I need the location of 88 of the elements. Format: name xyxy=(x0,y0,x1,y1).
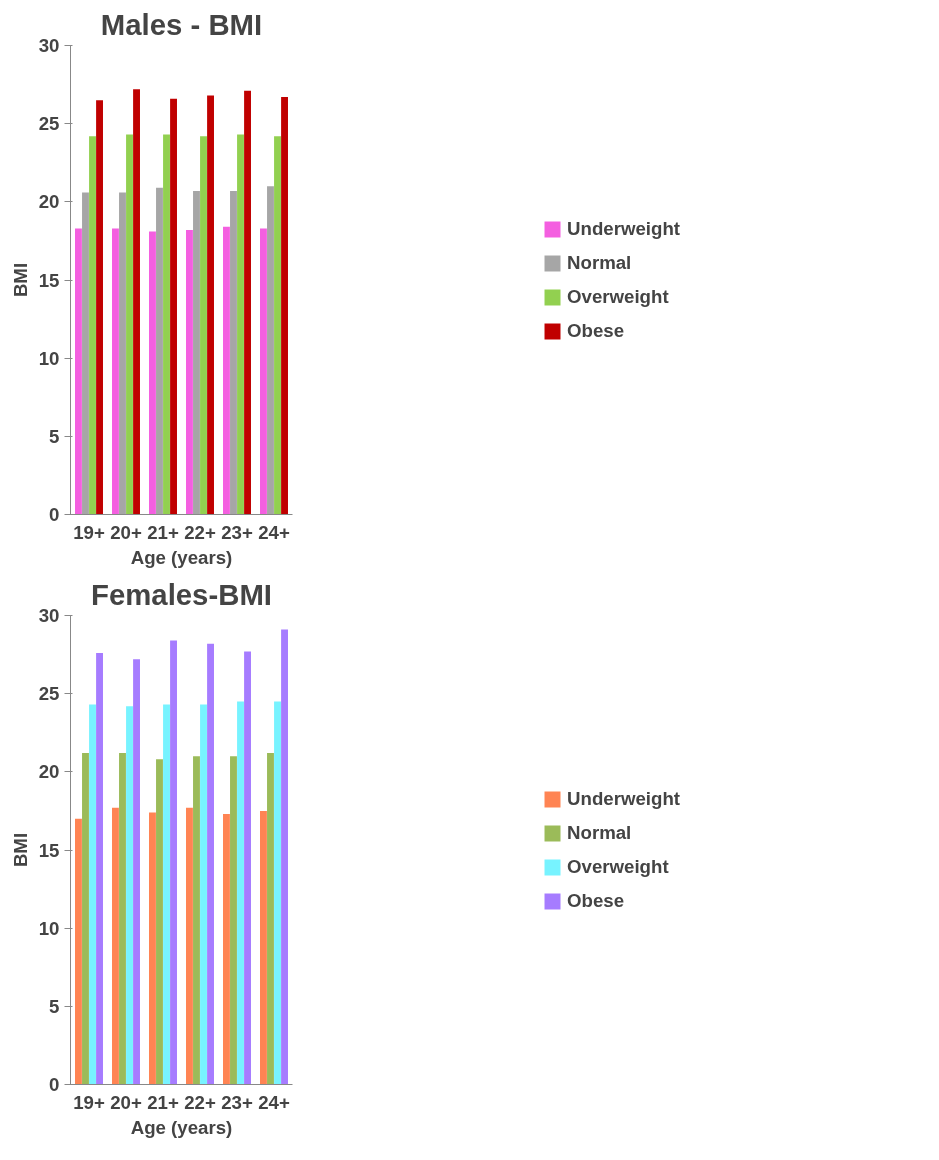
bar xyxy=(237,134,244,515)
bar xyxy=(75,818,82,1085)
bar xyxy=(193,190,200,515)
y-tick-label: 10 xyxy=(38,347,60,369)
y-tick-label: 0 xyxy=(49,504,60,525)
bar xyxy=(267,186,274,515)
y-tick-label: 30 xyxy=(38,605,60,626)
y-tick-label: 30 xyxy=(38,35,60,56)
bar xyxy=(260,810,267,1085)
x-tick-label: 20+ xyxy=(110,1091,142,1113)
bar xyxy=(119,192,126,515)
bar xyxy=(82,192,89,515)
bar xyxy=(267,753,274,1085)
bar xyxy=(186,229,193,515)
bar xyxy=(223,226,230,515)
bar xyxy=(112,807,119,1085)
bar xyxy=(149,812,156,1085)
y-tick-label: 15 xyxy=(38,269,60,291)
bar xyxy=(96,653,103,1085)
bar xyxy=(281,629,288,1085)
legend-label: Obese xyxy=(567,889,625,912)
bar xyxy=(82,753,89,1085)
x-tick-label: 21+ xyxy=(147,521,179,543)
bar xyxy=(126,134,133,515)
bar xyxy=(237,701,244,1085)
bar xyxy=(193,756,200,1085)
bar xyxy=(281,97,288,515)
bar xyxy=(207,643,214,1085)
y-tick-label: 5 xyxy=(49,995,60,1017)
y-tick-label: 25 xyxy=(38,113,60,135)
y-tick-label: 25 xyxy=(38,683,60,705)
bar xyxy=(274,701,281,1085)
chart-title: Females-BMI xyxy=(91,577,272,611)
bar xyxy=(260,228,267,515)
bar xyxy=(200,704,207,1085)
y-tick-label: 20 xyxy=(38,191,60,213)
bar xyxy=(133,89,140,515)
y-tick-label: 5 xyxy=(49,425,60,447)
x-tick-label: 23+ xyxy=(221,1091,253,1113)
bar xyxy=(96,100,103,515)
y-tick-label: 15 xyxy=(38,839,60,861)
legend-label: Obese xyxy=(567,319,625,342)
bar xyxy=(244,651,251,1085)
bar xyxy=(230,190,237,515)
bar xyxy=(112,228,119,515)
x-tick-label: 19+ xyxy=(73,521,105,543)
y-tick-label: 10 xyxy=(38,917,60,939)
bar xyxy=(223,814,230,1085)
bar xyxy=(274,136,281,515)
x-axis-title: Age (years) xyxy=(130,546,233,568)
bar xyxy=(170,98,177,515)
legend-label: Overweight xyxy=(567,855,669,878)
x-tick-label: 22+ xyxy=(184,521,216,543)
bar xyxy=(163,134,170,515)
legend-label: Overweight xyxy=(567,285,669,308)
y-tick-label: 0 xyxy=(49,1074,60,1095)
legend-label: Normal xyxy=(567,821,632,844)
legend-label: Underweight xyxy=(567,787,680,810)
bar xyxy=(200,136,207,515)
bar xyxy=(89,704,96,1085)
bar xyxy=(163,704,170,1085)
chart-title: Males - BMI xyxy=(100,7,263,41)
bar xyxy=(170,640,177,1085)
bar xyxy=(89,136,96,515)
bar xyxy=(149,231,156,515)
y-axis-title: BMI xyxy=(9,262,31,298)
y-tick-label: 20 xyxy=(38,761,60,783)
x-tick-label: 24+ xyxy=(258,1091,290,1113)
legend-label: Underweight xyxy=(567,217,680,240)
y-axis-title: BMI xyxy=(9,832,31,868)
legend-label: Normal xyxy=(567,251,632,274)
x-tick-label: 21+ xyxy=(147,1091,179,1113)
bar xyxy=(207,95,214,515)
bar xyxy=(156,759,163,1085)
x-tick-label: 20+ xyxy=(110,521,142,543)
bar xyxy=(119,753,126,1085)
x-axis-title: Age (years) xyxy=(130,1116,233,1138)
bar xyxy=(244,90,251,515)
x-tick-label: 22+ xyxy=(184,1091,216,1113)
bar xyxy=(126,706,133,1085)
bar xyxy=(186,807,193,1085)
bar xyxy=(156,187,163,515)
x-tick-label: 23+ xyxy=(221,521,253,543)
x-tick-label: 24+ xyxy=(258,521,290,543)
bar xyxy=(133,659,140,1085)
bar xyxy=(75,228,82,515)
bar xyxy=(230,756,237,1085)
x-tick-label: 19+ xyxy=(73,1091,105,1113)
